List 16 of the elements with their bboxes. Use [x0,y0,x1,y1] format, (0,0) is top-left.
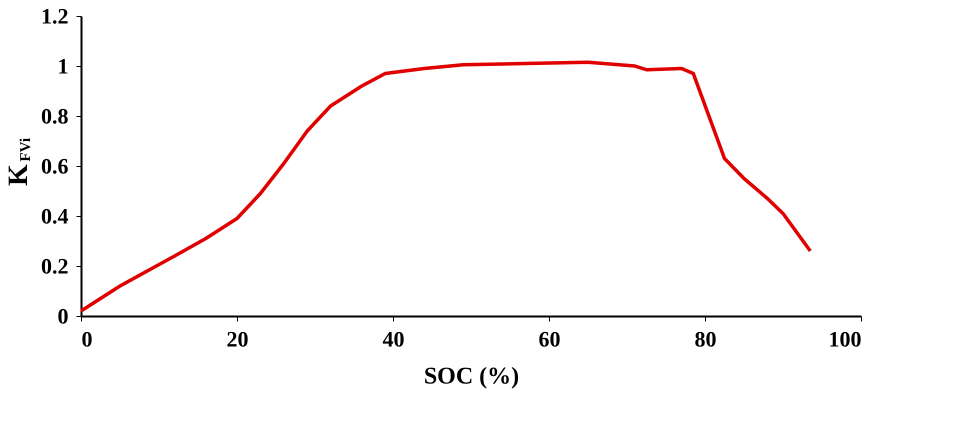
y-tick-label: 0.6 [41,154,68,178]
line-series [79,60,812,313]
x-tick-label: 60 [538,326,560,352]
x-tick-label: 40 [382,326,404,352]
y-tick-label: 0 [58,304,68,328]
x-tick-label: 80 [694,326,716,352]
x-tick-label: 0 [82,326,92,352]
y-tick-label: 0.8 [41,104,68,128]
x-tick-label: 20 [226,326,248,352]
y-tick-label: 0.4 [41,204,68,228]
x-tick-label: 100 [828,326,862,352]
x-axis-title: SOC (%) [424,364,520,390]
y-tick-label: 0.2 [41,254,68,278]
y-tick-label: 1.2 [41,4,68,28]
y-axis-title: KFVi [3,138,34,186]
y-tick-label: 1 [58,54,68,78]
